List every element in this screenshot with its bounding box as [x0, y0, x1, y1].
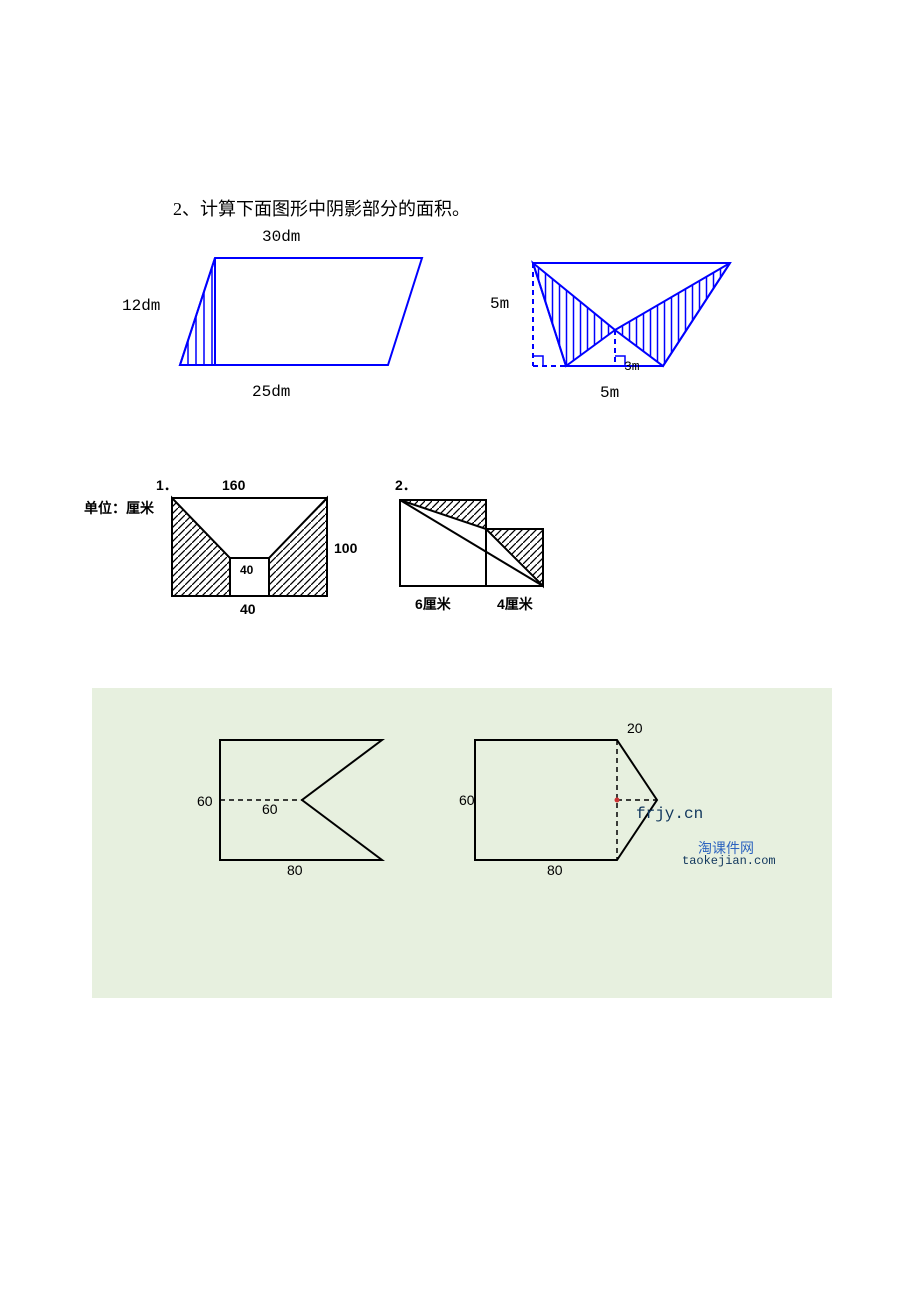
fig6-bottom: 80 — [547, 862, 563, 878]
fig4-num: 2． — [395, 475, 417, 495]
fig3-right: 100 — [334, 540, 357, 556]
fig1-left-label: 12dm — [122, 297, 160, 315]
fig3-bottom: 40 — [240, 601, 256, 617]
figure-5 — [190, 720, 410, 880]
fig2-bottom-label: 5m — [600, 384, 619, 402]
page-title: 2、计算下面图形中阴影部分的面积。 — [173, 195, 470, 221]
fig2-left-label: 5m — [490, 295, 509, 313]
fig3-num: 1． — [156, 475, 178, 495]
fig5-bottom: 80 — [287, 862, 303, 878]
fig1-top-label: 30dm — [262, 228, 300, 246]
watermark-domain: taokejian.com — [682, 854, 776, 868]
watermark-url: frjy.cn — [636, 805, 703, 823]
figure-6 — [455, 715, 685, 885]
fig6-left: 60 — [459, 792, 475, 808]
fig3-unit: 单位：厘米 — [84, 498, 154, 518]
fig4-bl: 6厘米 — [415, 594, 451, 614]
fig4-br: 4厘米 — [497, 594, 533, 614]
fig2-inner-label: 3m — [624, 359, 640, 374]
fig3-top: 160 — [222, 477, 245, 493]
fig6-top: 20 — [627, 720, 643, 736]
fig5-mid: 60 — [262, 801, 278, 817]
fig3-inner: 40 — [240, 563, 253, 577]
fig1-bottom-label: 25dm — [252, 383, 290, 401]
figure-2 — [500, 248, 760, 408]
fig5-left: 60 — [197, 793, 213, 809]
